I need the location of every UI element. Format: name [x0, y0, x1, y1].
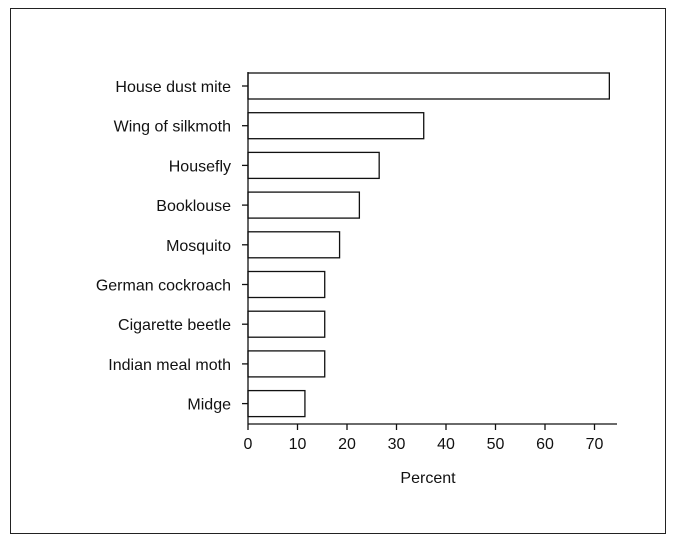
category-label: House dust mite — [115, 79, 231, 96]
x-axis-title: Percent — [400, 470, 456, 487]
x-tick-label: 40 — [437, 436, 455, 453]
chart-frame — [10, 8, 666, 534]
category-label: Mosquito — [166, 238, 231, 255]
x-tick-label: 20 — [338, 436, 356, 453]
bar — [247, 72, 611, 100]
bar — [247, 151, 380, 180]
category-label: Midge — [187, 397, 231, 414]
category-label: Cigarette beetle — [118, 317, 231, 334]
category-label: Wing of silkmoth — [114, 119, 231, 136]
category-label: Booklouse — [156, 198, 231, 215]
category-axis: House dust mite Wing of silkmoth Housefly B… — [96, 72, 249, 424]
x-tick-label: 30 — [388, 436, 406, 453]
category-label: Housefly — [169, 158, 231, 175]
bar — [247, 350, 326, 378]
x-tick-label: 60 — [536, 436, 554, 453]
category-label: German cockroach — [96, 278, 231, 295]
bar — [247, 270, 326, 299]
bar — [247, 112, 425, 140]
bar — [247, 231, 341, 259]
bar — [247, 191, 361, 219]
x-tick-label: 10 — [289, 436, 307, 453]
x-tick-label: 0 — [244, 436, 253, 453]
x-tick-label: 50 — [487, 436, 505, 453]
bar — [247, 310, 326, 338]
bars-group — [247, 72, 611, 418]
x-tick-label: 70 — [586, 436, 604, 453]
value-axis: 0 10 20 30 40 50 60 70 — [244, 423, 617, 453]
bar — [247, 389, 306, 418]
category-label: Indian meal moth — [108, 357, 231, 374]
